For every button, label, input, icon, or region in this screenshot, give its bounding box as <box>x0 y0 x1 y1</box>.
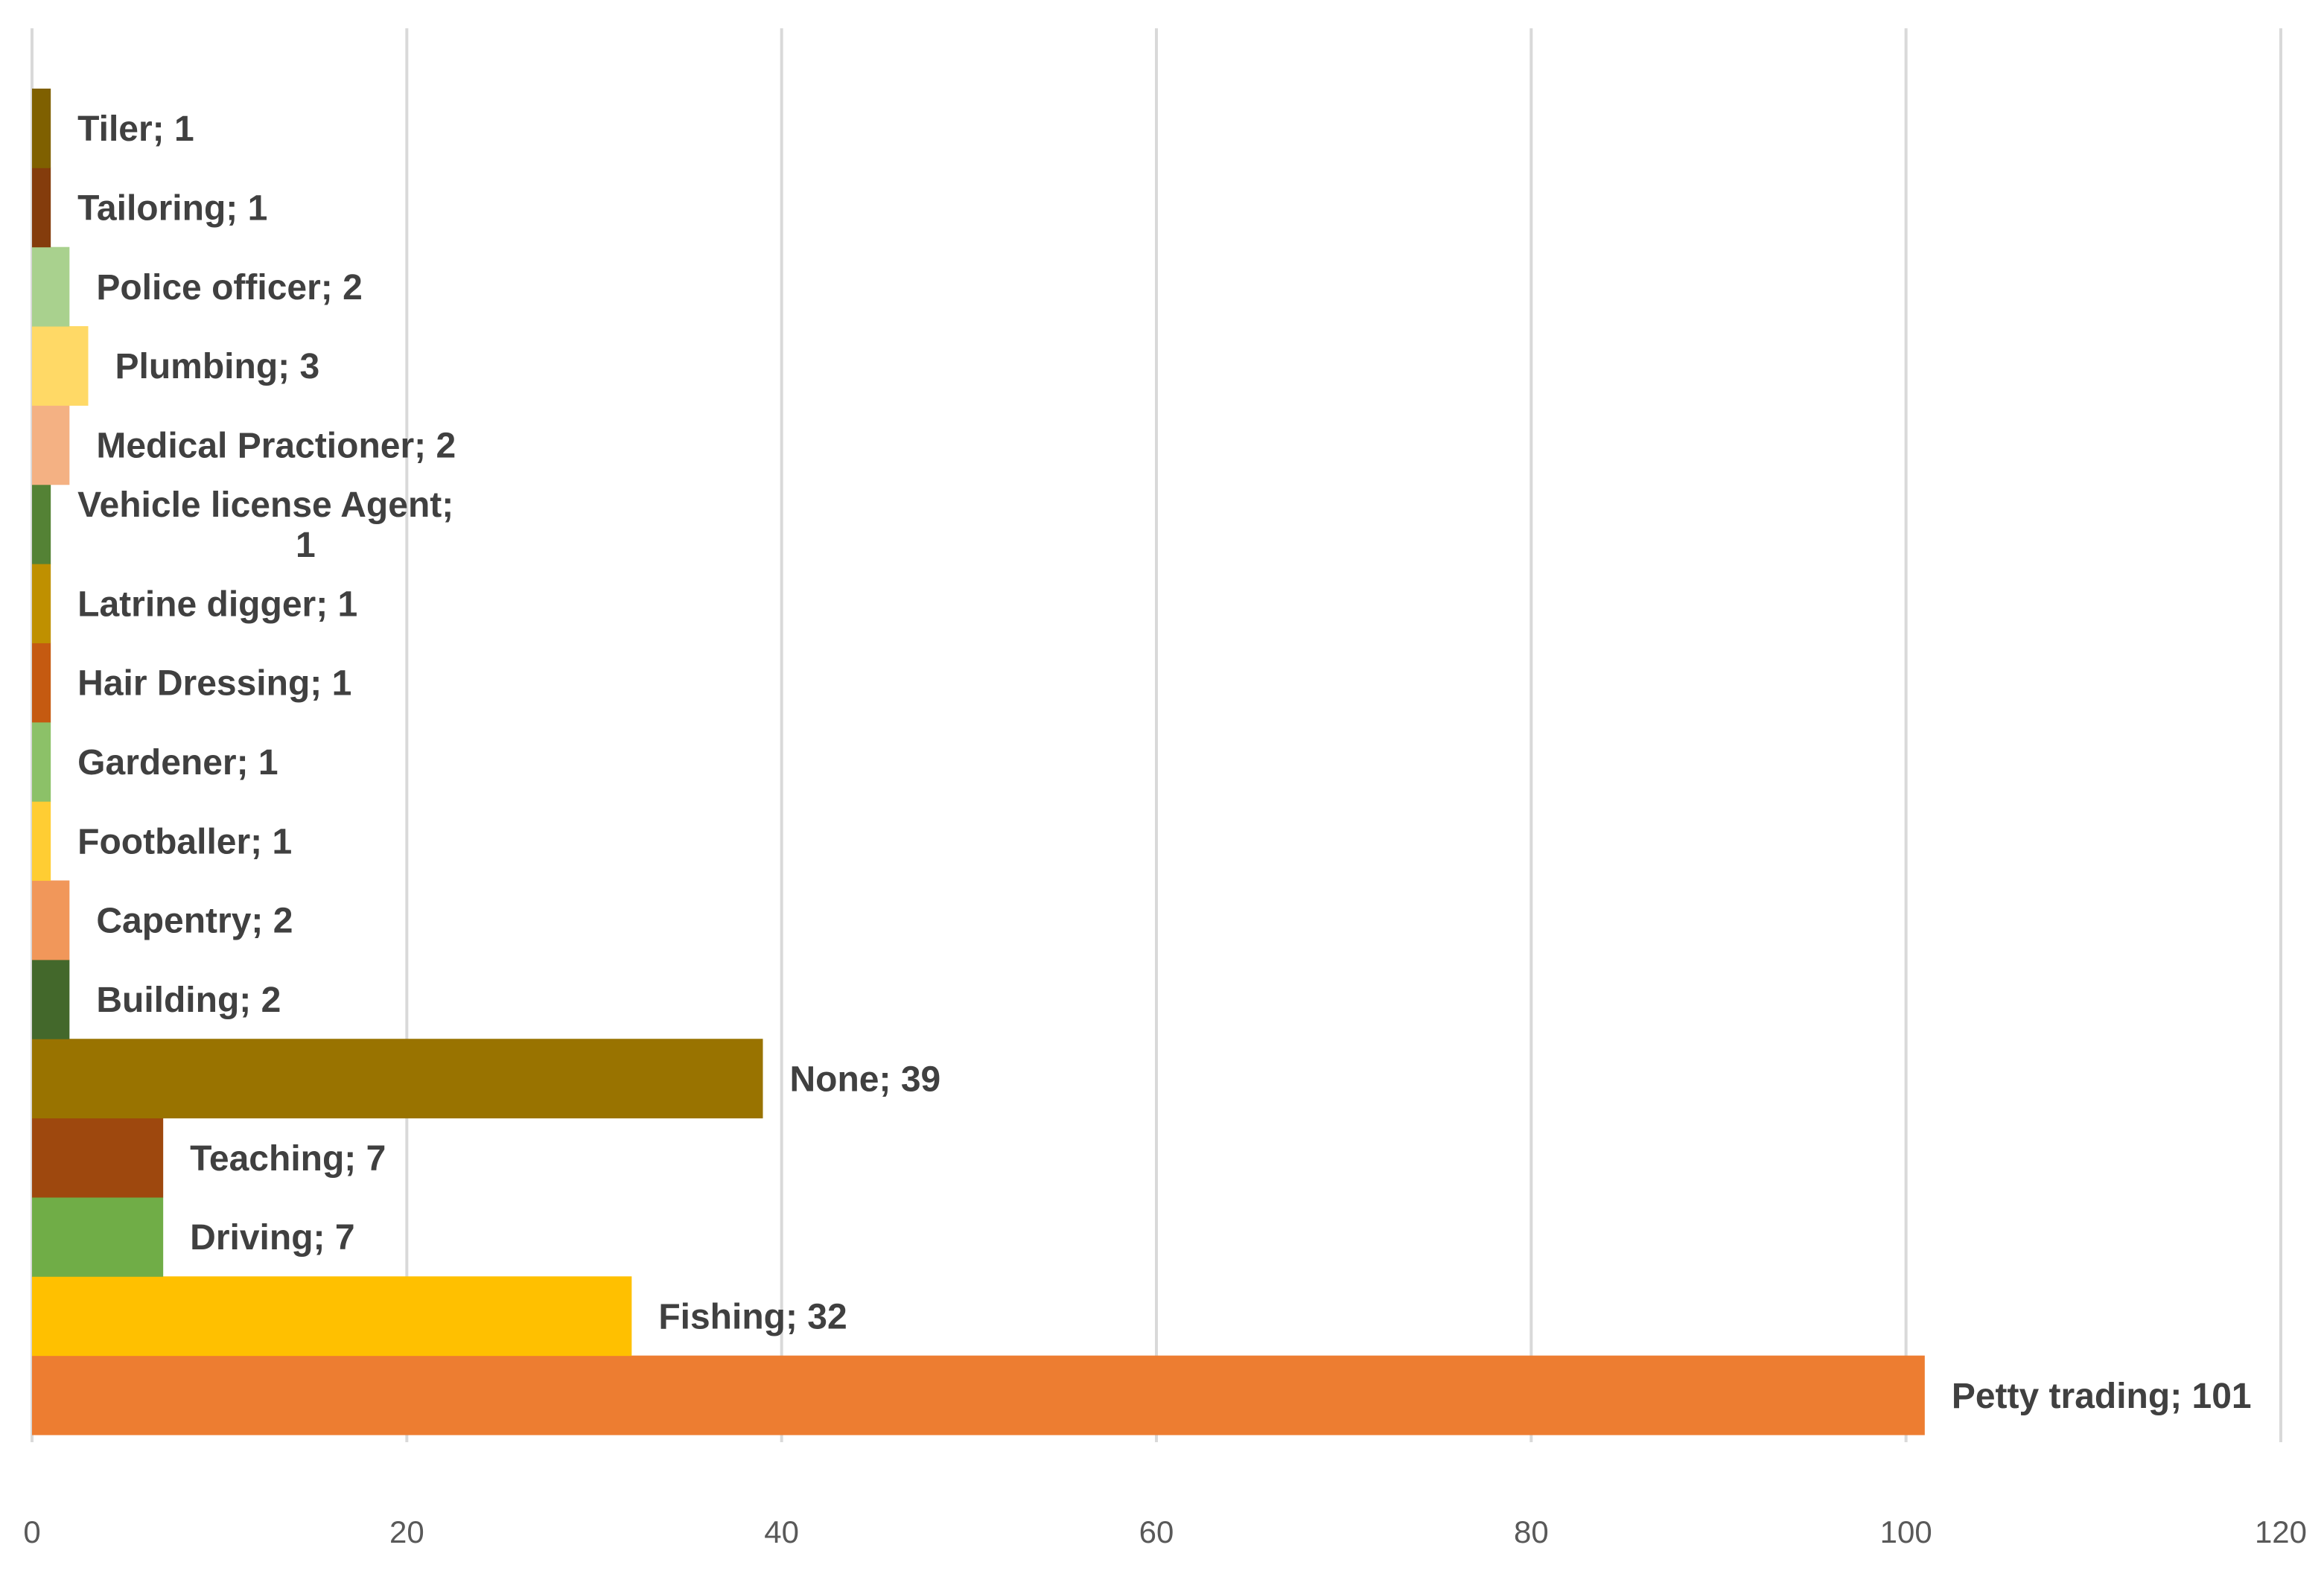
bar-tailoring <box>32 168 51 248</box>
x-tick-label-40: 40 <box>764 1514 799 1549</box>
data-label-medical-practioner: Medical Practioner; 2 <box>96 427 456 466</box>
data-label-footballer: Footballer; 1 <box>77 822 292 861</box>
bar-gardener <box>32 721 51 802</box>
x-tick-label-100: 100 <box>1880 1514 1932 1549</box>
bar-tiler <box>32 89 51 168</box>
data-label-capentry: Capentry; 2 <box>96 902 293 941</box>
data-label-petty-trading: Petty trading; 101 <box>1952 1377 2252 1416</box>
bar-police-officer <box>32 246 70 327</box>
data-label-police-officer: Police officer; 2 <box>96 268 362 307</box>
bar-fishing <box>32 1276 632 1357</box>
data-label-building: Building; 2 <box>96 981 281 1020</box>
x-tick-label-60: 60 <box>1139 1514 1174 1549</box>
bar-teaching <box>32 1118 164 1198</box>
data-label-fishing: Fishing; 32 <box>658 1297 847 1336</box>
data-label-none: None; 39 <box>790 1059 941 1099</box>
x-tick-label-120: 120 <box>2255 1514 2307 1549</box>
data-label-teaching: Teaching; 7 <box>190 1139 386 1179</box>
bar-hair-dressing <box>32 643 51 723</box>
x-tick-label-0: 0 <box>23 1514 40 1549</box>
bar-capentry <box>32 880 70 960</box>
bar-medical-practioner <box>32 405 70 485</box>
bar-latrine-digger <box>32 564 51 643</box>
data-label-line-2: 1 <box>296 526 316 565</box>
data-label-hair-dressing: Hair Dressing; 1 <box>77 664 351 704</box>
bar-plumbing <box>32 326 89 406</box>
data-label-line-1: Vehicle license Agent; <box>77 485 453 525</box>
bar-building <box>32 959 70 1039</box>
data-label-tailoring: Tailoring; 1 <box>77 189 267 229</box>
data-label-gardener: Gardener; 1 <box>77 743 278 783</box>
x-axis-ticks: 0 20 40 60 80 100 120 <box>23 1514 2307 1549</box>
bars <box>32 89 1925 1435</box>
gridlines <box>31 28 2282 1442</box>
x-tick-label-20: 20 <box>389 1514 424 1549</box>
x-tick-label-80: 80 <box>1514 1514 1549 1549</box>
data-label-latrine-digger: Latrine digger; 1 <box>77 584 357 624</box>
bar-vehicle-license-agent <box>32 484 51 564</box>
data-label-plumbing: Plumbing; 3 <box>115 347 320 386</box>
data-label-driving: Driving; 7 <box>190 1218 354 1258</box>
bar-none <box>32 1039 763 1119</box>
data-label-tiler: Tiler; 1 <box>77 109 194 149</box>
data-labels: Petty trading; 101 Fishing; 32 Driving; 7 T… <box>77 109 2251 1416</box>
bar-petty-trading <box>32 1355 1925 1435</box>
bar-footballer <box>32 801 51 882</box>
bar-driving <box>32 1196 164 1277</box>
data-label-vehicle-license-agent: Vehicle license Agent; 1 <box>77 485 453 565</box>
